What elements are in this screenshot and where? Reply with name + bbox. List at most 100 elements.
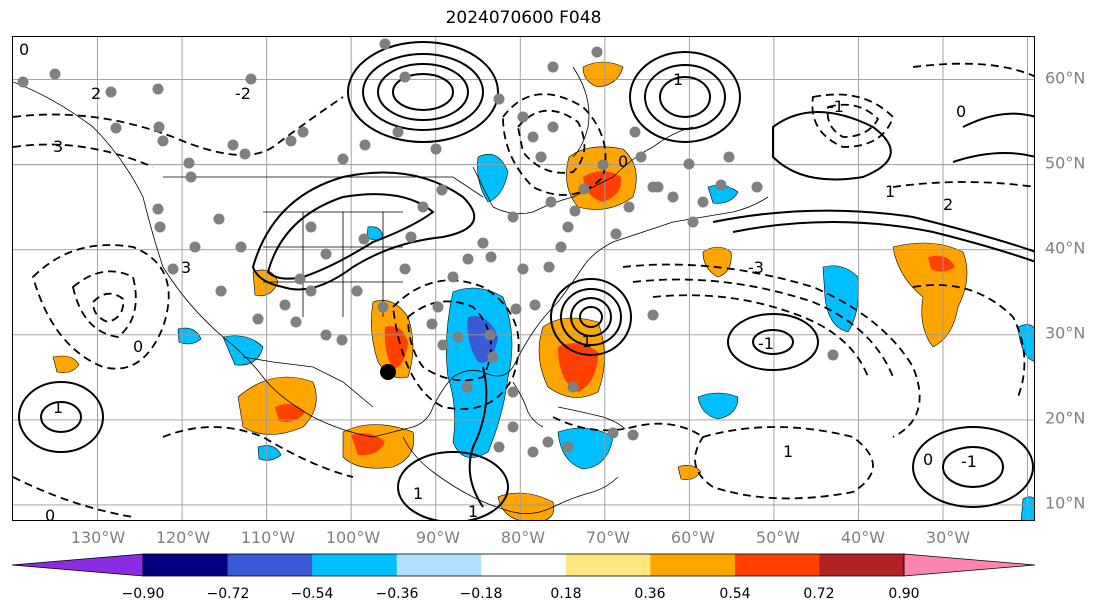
colorbar (11, 553, 1036, 577)
longitude-label: 120°W (155, 528, 211, 547)
longitude-label: 30°W (925, 528, 971, 547)
closed-contour (579, 306, 603, 328)
colorbar-tick: 0.18 (550, 586, 582, 602)
dashed-contour-line (811, 93, 895, 148)
contour-line (952, 152, 1034, 163)
closed-contour (942, 446, 1004, 488)
station-marker (452, 331, 464, 343)
station-marker (399, 71, 411, 83)
station-marker (507, 421, 519, 433)
station-marker (547, 121, 559, 133)
closed-contour (550, 278, 632, 356)
station-marker (623, 201, 635, 213)
station-marker (189, 241, 201, 253)
contour-line (732, 221, 1034, 263)
colorbar-tick: −0.36 (375, 586, 419, 602)
colorbar-tick: 0.72 (803, 586, 835, 602)
station-marker (305, 221, 317, 233)
station-marker (215, 285, 227, 297)
station-marker (607, 427, 619, 439)
station-marker (447, 271, 459, 283)
station-marker (529, 299, 541, 311)
station-marker (436, 184, 448, 196)
station-marker (510, 303, 522, 315)
dashed-contour-line (632, 278, 894, 378)
map-title: 2024070600 F048 (445, 8, 602, 28)
station-marker (358, 233, 370, 245)
negative-anomaly-area (222, 335, 264, 366)
longitude-label: 100°W (325, 528, 381, 547)
station-marker (723, 151, 735, 163)
negative-anomaly-area (1020, 496, 1034, 520)
border (242, 356, 374, 408)
station-marker (477, 237, 489, 249)
closed-contour (659, 76, 711, 118)
station-marker (562, 221, 574, 233)
shaded-anomaly-layer (52, 61, 1034, 520)
contour-label: 1 (783, 442, 793, 461)
station-marker (154, 221, 166, 233)
station-marker (379, 38, 391, 50)
station-marker (555, 241, 567, 253)
colorbar-tick: −0.18 (459, 586, 503, 602)
contour-label: 3 (181, 258, 191, 277)
station-marker (507, 386, 519, 398)
station-marker (610, 228, 622, 240)
negative-anomaly-area (446, 287, 513, 458)
station-marker (105, 86, 117, 98)
station-marker (157, 135, 169, 147)
dashed-contour-line (407, 300, 492, 382)
graticule-grid (13, 37, 1034, 520)
closed-contour (912, 426, 1034, 508)
station-marker (562, 441, 574, 453)
colorbar-extend-min (11, 553, 144, 577)
station-marker (493, 93, 505, 105)
station-marker (213, 213, 225, 225)
coastline-layer (13, 66, 769, 515)
coastline (512, 381, 544, 428)
negative-anomaly-area (1017, 324, 1034, 362)
longitude-label: 110°W (240, 528, 296, 547)
colorbar-tick: 0.36 (634, 586, 666, 602)
longitude-label: 50°W (755, 528, 801, 547)
contour-label: 1 (885, 182, 895, 201)
station-marker (392, 126, 404, 138)
contour-label: 1 (413, 484, 423, 503)
latitude-label: 40°N (1045, 238, 1086, 258)
station-marker (110, 122, 122, 134)
contour-label: 1 (468, 502, 478, 521)
contour-label: -1 (576, 332, 592, 351)
station-marker (647, 309, 659, 321)
longitude-label: 40°W (840, 528, 886, 547)
station-marker-layer (17, 38, 839, 458)
station-marker (647, 181, 659, 193)
dashed-contour-line (652, 294, 869, 378)
dashed-contour-line (502, 93, 607, 196)
contour-label: 1 (673, 70, 683, 89)
negative-anomaly-area (257, 445, 282, 461)
colorbar-segment (143, 554, 229, 576)
station-marker (417, 201, 429, 213)
colorbar-tick: 0.90 (888, 586, 920, 602)
map-panel: 0 2 -2 3 1 -1 -3 0 1 2 -1 1 0 3 0 1 -1 1… (12, 36, 1035, 521)
closed-contour (752, 329, 794, 355)
station-marker (542, 436, 554, 448)
latitude-label: 20°N (1045, 408, 1086, 428)
dashed-contour-line (552, 416, 704, 438)
colorbar-tick: −0.54 (290, 586, 334, 602)
station-marker (517, 111, 529, 123)
station-marker (567, 381, 579, 393)
contour-line (772, 111, 892, 181)
station-marker (527, 446, 539, 458)
positive-anomaly-area (497, 492, 555, 520)
station-marker (597, 159, 609, 171)
station-marker (667, 191, 679, 203)
station-marker (153, 121, 165, 133)
closed-contour (377, 63, 469, 121)
colorbar-frame (142, 553, 905, 577)
closed-contour (347, 41, 499, 143)
contour-label: 1 (53, 398, 63, 417)
longitude-label: 70°W (585, 528, 631, 547)
station-marker (547, 61, 559, 73)
dashed-contour-line (31, 244, 170, 370)
